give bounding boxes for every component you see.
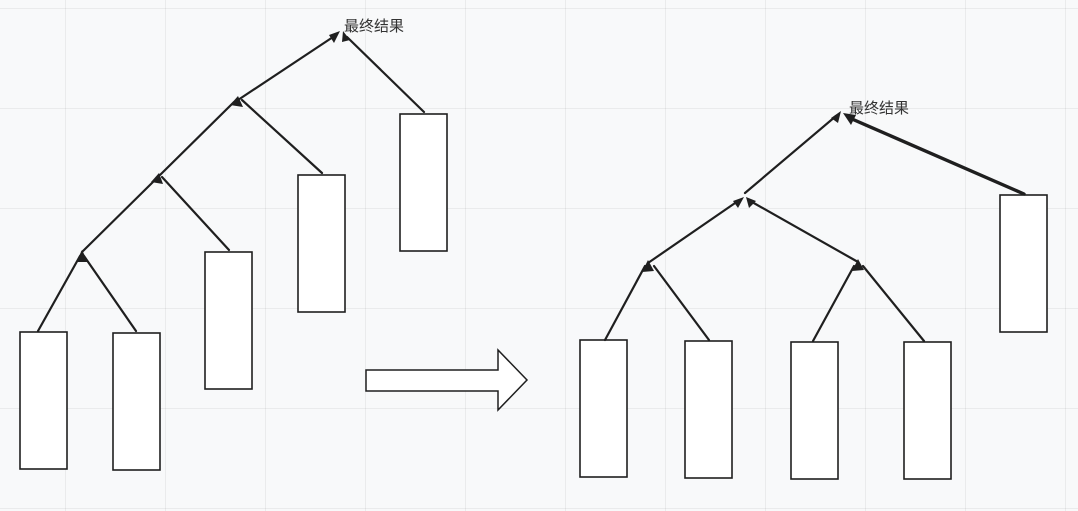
right-edge-leaf2-to-mergeA <box>652 264 711 342</box>
left-merge1-arrowhead <box>76 250 88 262</box>
right-edge-mergeC-to-final <box>743 114 838 195</box>
left-edge-leaf1-to-merge1 <box>36 254 82 333</box>
left-final-arrowhead-b <box>342 31 350 42</box>
left-edge-leaf2-to-merge1 <box>82 254 138 333</box>
right-edge-leaf3-to-mergeB <box>811 264 856 343</box>
left-merge3-arrowhead <box>230 96 243 107</box>
right-mergeB-arrowhead <box>852 259 864 271</box>
right-leaf-box-5[interactable] <box>999 194 1048 333</box>
right-edge-leaf1-to-mergeA <box>603 264 647 342</box>
right-tree: 最终结果 <box>579 99 1048 480</box>
right-edge-leaf4-to-mergeB <box>861 264 926 343</box>
left-edge-merge2-to-merge3 <box>158 100 236 177</box>
right-edge-mergeA-to-mergeC <box>646 199 740 265</box>
left-leaf-box-4[interactable] <box>297 174 346 313</box>
left-edge-leaf3-to-merge2 <box>160 175 231 252</box>
right-mergeA-arrowhead <box>642 260 654 272</box>
right-leaf-box-2[interactable] <box>684 340 733 479</box>
right-leaf-box-4[interactable] <box>903 341 952 480</box>
left-edge-leaf4-to-merge3 <box>240 98 324 175</box>
left-leaf-box-5[interactable] <box>399 113 448 252</box>
right-leaf-box-1[interactable] <box>579 339 628 478</box>
right-mergeC-arrowhead-b <box>746 197 756 208</box>
left-edge-merge3-to-final <box>236 35 335 102</box>
left-leaf-box-3[interactable] <box>204 251 253 390</box>
right-final-arrowhead-b <box>843 113 856 125</box>
right-edge-leaf5-to-final <box>850 117 1026 196</box>
right-edge-mergeB-to-mergeC <box>750 200 860 264</box>
left-tree: 最终结果 <box>19 17 448 471</box>
left-leaf-box-2[interactable] <box>112 332 161 471</box>
left-edge-merge1-to-merge2 <box>80 178 157 254</box>
left-edge-leaf5-to-final <box>345 35 426 114</box>
right-final-arrowhead-a <box>831 111 841 123</box>
left-final-arrowhead-a <box>329 31 340 43</box>
right-result-label: 最终结果 <box>849 99 909 117</box>
transform-arrow <box>365 348 529 412</box>
right-leaf-box-3[interactable] <box>790 341 839 480</box>
left-result-label: 最终结果 <box>344 17 404 35</box>
right-mergeC-arrowhead-a <box>733 197 744 208</box>
left-leaf-box-1[interactable] <box>19 331 68 470</box>
